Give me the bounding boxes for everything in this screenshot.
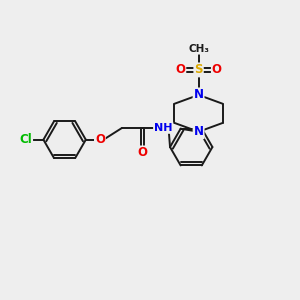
Text: O: O [138,146,148,159]
Text: Cl: Cl [20,133,32,146]
Text: S: S [194,63,203,76]
Text: N: N [194,88,204,101]
Text: NH: NH [154,123,172,133]
Text: O: O [95,133,105,146]
Text: O: O [212,63,222,76]
Text: O: O [175,63,185,76]
Text: CH₃: CH₃ [188,44,209,54]
Text: N: N [194,125,204,138]
